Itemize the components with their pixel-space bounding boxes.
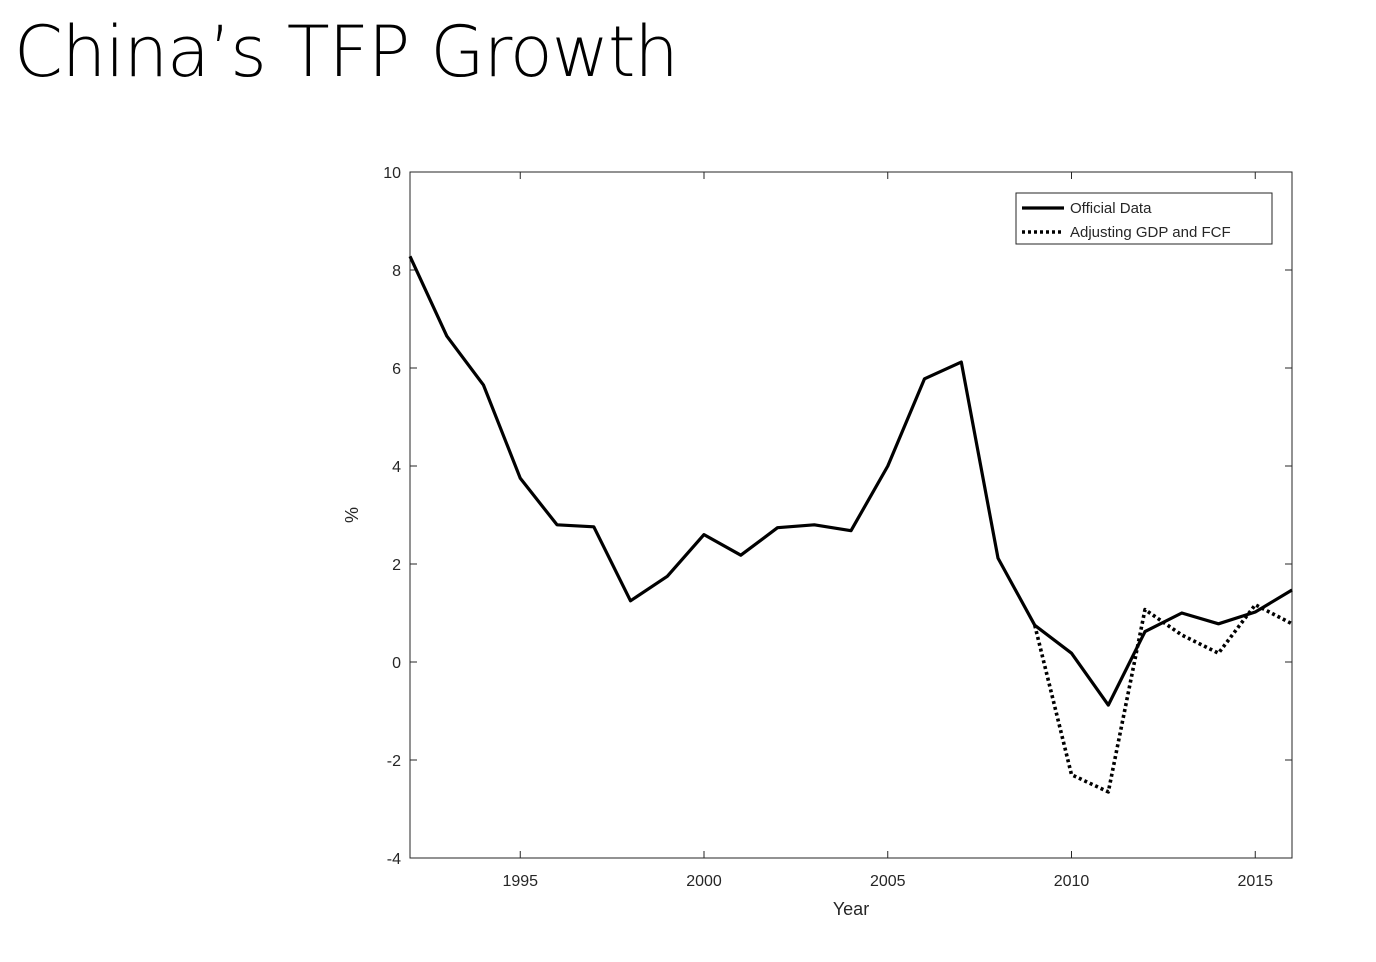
- x-tick-label: 1995: [502, 873, 538, 890]
- y-axis-label: %: [342, 507, 362, 523]
- y-tick-label: 2: [392, 557, 401, 574]
- x-tick-label: 2015: [1237, 873, 1273, 890]
- slide-title: China’s TFP Growth: [14, 11, 679, 93]
- y-tick-label: 10: [383, 165, 401, 182]
- legend-label: Adjusting GDP and FCF: [1070, 224, 1231, 241]
- plot-area: [409, 171, 1293, 859]
- axis-ticks: 1995 2000 2005 2010 2015 -4 -2 0 2 4 6 8 10: [383, 165, 1292, 890]
- y-tick-label: 8: [392, 263, 401, 280]
- legend-box: [1015, 192, 1273, 245]
- x-tick-label: 2000: [686, 873, 722, 890]
- y-tick-label: -2: [387, 753, 401, 770]
- x-axis-label: Year: [833, 899, 869, 919]
- y-tick-label: 6: [392, 361, 401, 378]
- x-tick-label: 2010: [1054, 873, 1090, 890]
- series-line-adjusted: [1033, 602, 1293, 794]
- axis-labels: Year%: [342, 507, 869, 919]
- y-tick-label: -4: [387, 851, 401, 868]
- y-tick-label: 0: [392, 655, 401, 672]
- series-line-official: [408, 255, 1293, 707]
- legend-label: Official Data: [1070, 200, 1152, 217]
- y-tick-label: 4: [392, 459, 401, 476]
- legend: Official Data Adjusting GDP and FCF: [1015, 192, 1273, 245]
- series-lines: [408, 255, 1293, 794]
- x-tick-label: 2005: [870, 873, 906, 890]
